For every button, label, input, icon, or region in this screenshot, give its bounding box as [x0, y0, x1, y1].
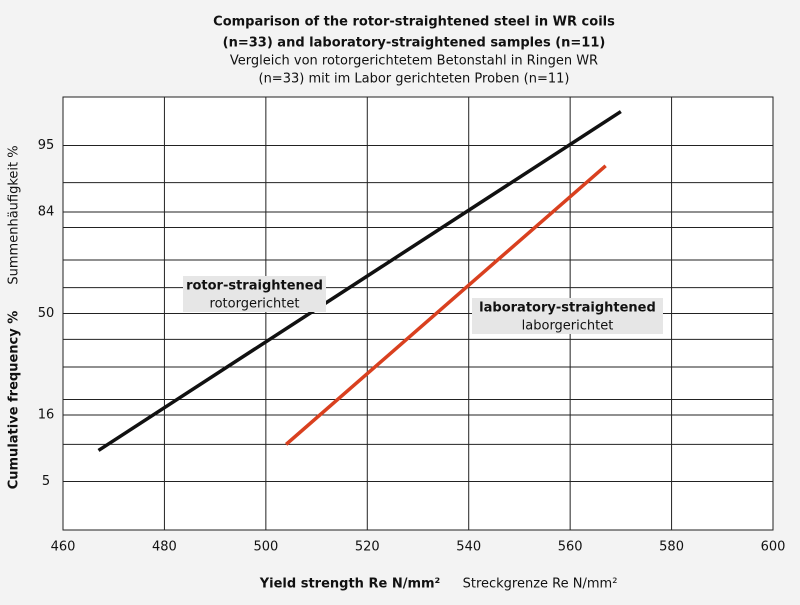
y-tick-label: 5	[42, 474, 50, 489]
series-label: laboratory-straightened	[479, 301, 656, 316]
series-label: laborgerichtet	[522, 319, 614, 334]
x-tick-label: 480	[152, 540, 177, 555]
x-tick-label: 500	[253, 540, 278, 555]
series-label: rotor-straightened	[186, 279, 323, 294]
chart-subtitle: (n=33) mit im Labor gerichteten Proben (…	[259, 72, 570, 87]
data-line	[97, 110, 622, 452]
chart-title: (n=33) and laboratory-straightened sampl…	[223, 36, 606, 51]
y-tick-label: 84	[38, 204, 55, 219]
annotation-box	[472, 298, 663, 334]
y-tick-label: 16	[38, 408, 55, 423]
series-label: rotorgerichtet	[210, 297, 300, 312]
x-tick-label: 580	[659, 540, 684, 555]
chart-subtitle: Vergleich von rotorgerichtetem Betonstah…	[230, 54, 598, 69]
annotation-box	[183, 276, 326, 312]
x-tick-label: 460	[51, 540, 76, 555]
plot-frame	[62, 96, 774, 531]
chart-title: Comparison of the rotor-straightened ste…	[213, 15, 615, 30]
x-tick-label: 520	[355, 540, 380, 555]
x-axis-label: Yield strength Re N/mm²	[259, 577, 440, 592]
y-axis-label: Cumulative frequency %	[7, 311, 22, 490]
y-tick-label: 95	[38, 138, 55, 153]
x-axis-label: Streckgrenze Re N/mm²	[463, 577, 618, 592]
y-axis-label: Summenhäufigkeit %	[7, 145, 22, 284]
y-tick-label: 50	[38, 306, 55, 321]
x-tick-label: 540	[456, 540, 481, 555]
data-line	[284, 164, 607, 446]
x-tick-label: 560	[558, 540, 583, 555]
x-tick-label: 600	[761, 540, 786, 555]
